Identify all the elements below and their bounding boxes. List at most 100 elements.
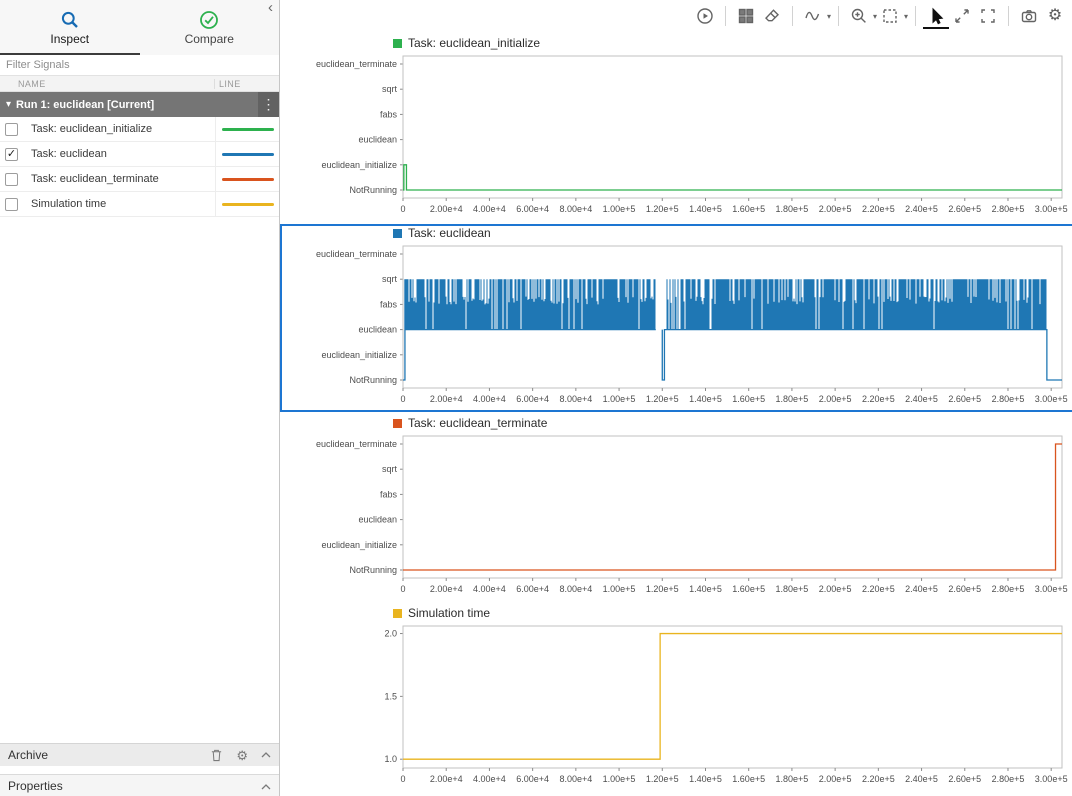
svg-text:1.40e+5: 1.40e+5 (689, 204, 722, 214)
zoom-region-dropdown-caret-icon[interactable]: ▾ (903, 11, 908, 21)
signal-row[interactable]: Task: euclidean_initialize (0, 117, 279, 142)
run-group-header[interactable]: ▾ Run 1: euclidean [Current] ⋮ (0, 92, 279, 117)
chart-canvas[interactable]: 1.0 1.5 2.0 0 2.00e+4 4.00e+4 6.00e+4 8.00e+4 1.… (288, 622, 1068, 792)
svg-text:fabs: fabs (380, 299, 398, 309)
signal-checkbox[interactable]: ✓ (5, 147, 18, 161)
svg-text:1.00e+5: 1.00e+5 (603, 584, 636, 594)
filter-signals-input[interactable] (0, 55, 279, 76)
subplot-task-euclidean-terminate[interactable]: Task: euclidean_terminate euclidean_termi… (288, 414, 1072, 604)
signal-row[interactable]: ✓ Task: euclidean (0, 142, 279, 167)
signal-label: Task: euclidean_initialize (31, 123, 153, 135)
properties-bar[interactable]: Properties (0, 774, 279, 796)
svg-text:2.00e+4: 2.00e+4 (430, 584, 463, 594)
legend-swatch (393, 418, 402, 428)
layout-grid-button[interactable] (733, 3, 759, 29)
search-icon (61, 11, 78, 28)
signal-row[interactable]: Simulation time (0, 192, 279, 217)
chart-title: Task: euclidean (288, 224, 1072, 242)
archive-collapse-chevron-icon[interactable] (261, 752, 271, 758)
svg-text:euclidean_initialize: euclidean_initialize (321, 540, 397, 550)
chart-title: Simulation time (288, 604, 1072, 622)
archive-settings-gear-icon[interactable]: ⚙ (236, 747, 248, 763)
signal-style-button[interactable] (800, 3, 826, 29)
expand-arrows-button[interactable] (949, 3, 975, 29)
svg-text:euclidean: euclidean (358, 325, 397, 335)
svg-text:1.60e+5: 1.60e+5 (732, 394, 765, 404)
svg-text:NotRunning: NotRunning (349, 375, 397, 385)
fit-to-view-button[interactable] (975, 3, 1001, 29)
svg-text:euclidean_terminate: euclidean_terminate (316, 59, 397, 69)
chart-title: Task: euclidean_initialize (288, 34, 1072, 52)
signal-checkbox[interactable] (5, 172, 18, 186)
trash-icon[interactable] (210, 748, 223, 762)
svg-text:2.60e+5: 2.60e+5 (948, 394, 981, 404)
column-line: LINE (214, 78, 279, 89)
zoom-button[interactable] (846, 3, 872, 29)
svg-text:2.40e+5: 2.40e+5 (905, 774, 938, 784)
zoom-region-button[interactable] (877, 3, 903, 29)
svg-text:euclidean_initialize: euclidean_initialize (321, 160, 397, 170)
svg-text:2.00e+5: 2.00e+5 (819, 774, 852, 784)
signal-list: Task: euclidean_initialize ✓ Task: euclide… (0, 117, 279, 743)
legend-swatch (393, 608, 402, 618)
settings-gear-button[interactable]: ⚙ (1042, 3, 1068, 29)
svg-text:1.80e+5: 1.80e+5 (776, 204, 809, 214)
signal-checkbox[interactable] (5, 122, 18, 136)
svg-text:3.00e+5: 3.00e+5 (1035, 774, 1068, 784)
svg-text:2.40e+5: 2.40e+5 (905, 394, 938, 404)
svg-text:0: 0 (400, 394, 405, 404)
pointer-button[interactable] (923, 3, 949, 29)
plot-area: ▾ ▾ ▾ (280, 0, 1072, 796)
signal-checkbox[interactable] (5, 197, 18, 211)
svg-text:0: 0 (400, 204, 405, 214)
svg-text:2.80e+5: 2.80e+5 (992, 204, 1025, 214)
svg-text:2.00e+4: 2.00e+4 (430, 774, 463, 784)
svg-text:sqrt: sqrt (382, 274, 398, 284)
chart-title: Task: euclidean_terminate (288, 414, 1072, 432)
toolbar-separator (791, 6, 793, 26)
tab-inspect[interactable]: Inspect (0, 0, 140, 55)
svg-text:euclidean_terminate: euclidean_terminate (316, 439, 397, 449)
subplot-task-euclidean-initialize[interactable]: Task: euclidean_initialize euclidean_term… (288, 34, 1072, 224)
svg-text:2.00e+5: 2.00e+5 (819, 204, 852, 214)
svg-text:8.00e+4: 8.00e+4 (559, 394, 592, 404)
subplot-simulation-time[interactable]: Simulation time 1.0 1.5 2.0 0 2.00e+4 4.00e+4 6… (288, 604, 1072, 794)
svg-text:4.00e+4: 4.00e+4 (473, 584, 506, 594)
eraser-button[interactable] (759, 3, 785, 29)
kebab-menu-icon[interactable]: ⋮ (258, 92, 279, 117)
properties-collapse-chevron-icon[interactable] (261, 783, 271, 790)
run-expand-caret-icon[interactable]: ▾ (6, 99, 12, 110)
archive-bar[interactable]: Archive ⚙ (0, 743, 279, 766)
svg-text:2.40e+5: 2.40e+5 (905, 584, 938, 594)
chart-title-text: Task: euclidean (408, 226, 491, 240)
properties-label: Properties (8, 778, 63, 793)
svg-text:fabs: fabs (380, 109, 398, 119)
gear-icon: ⚙ (1047, 7, 1063, 24)
signal-line-swatch (221, 177, 274, 181)
svg-text:2.00e+4: 2.00e+4 (430, 394, 463, 404)
signal-label: Task: euclidean_terminate (31, 173, 159, 185)
snapshot-camera-button[interactable] (1016, 3, 1042, 29)
sidebar-collapse-button[interactable]: ‹ (268, 0, 273, 16)
signal-row[interactable]: Task: euclidean_terminate (0, 167, 279, 192)
svg-text:euclidean_initialize: euclidean_initialize (321, 350, 397, 360)
column-headers: NAME LINE (0, 76, 279, 92)
tab-compare-label: Compare (184, 31, 234, 46)
svg-text:1.00e+5: 1.00e+5 (603, 394, 636, 404)
svg-text:1.40e+5: 1.40e+5 (689, 774, 722, 784)
svg-text:1.20e+5: 1.20e+5 (646, 204, 679, 214)
tab-compare[interactable]: Compare (140, 0, 280, 55)
svg-text:2.00e+5: 2.00e+5 (819, 584, 852, 594)
zoom-dropdown-caret-icon[interactable]: ▾ (872, 11, 877, 21)
svg-text:8.00e+4: 8.00e+4 (559, 584, 592, 594)
signal-style-dropdown-caret-icon[interactable]: ▾ (826, 11, 831, 21)
record-button[interactable] (692, 3, 718, 29)
signal-line-column (215, 117, 279, 141)
subplot-task-euclidean[interactable]: Task: euclidean euclidean_terminate sqrt fa… (280, 224, 1072, 414)
svg-text:6.00e+4: 6.00e+4 (516, 584, 549, 594)
svg-text:0: 0 (400, 774, 405, 784)
svg-text:1.20e+5: 1.20e+5 (646, 584, 679, 594)
